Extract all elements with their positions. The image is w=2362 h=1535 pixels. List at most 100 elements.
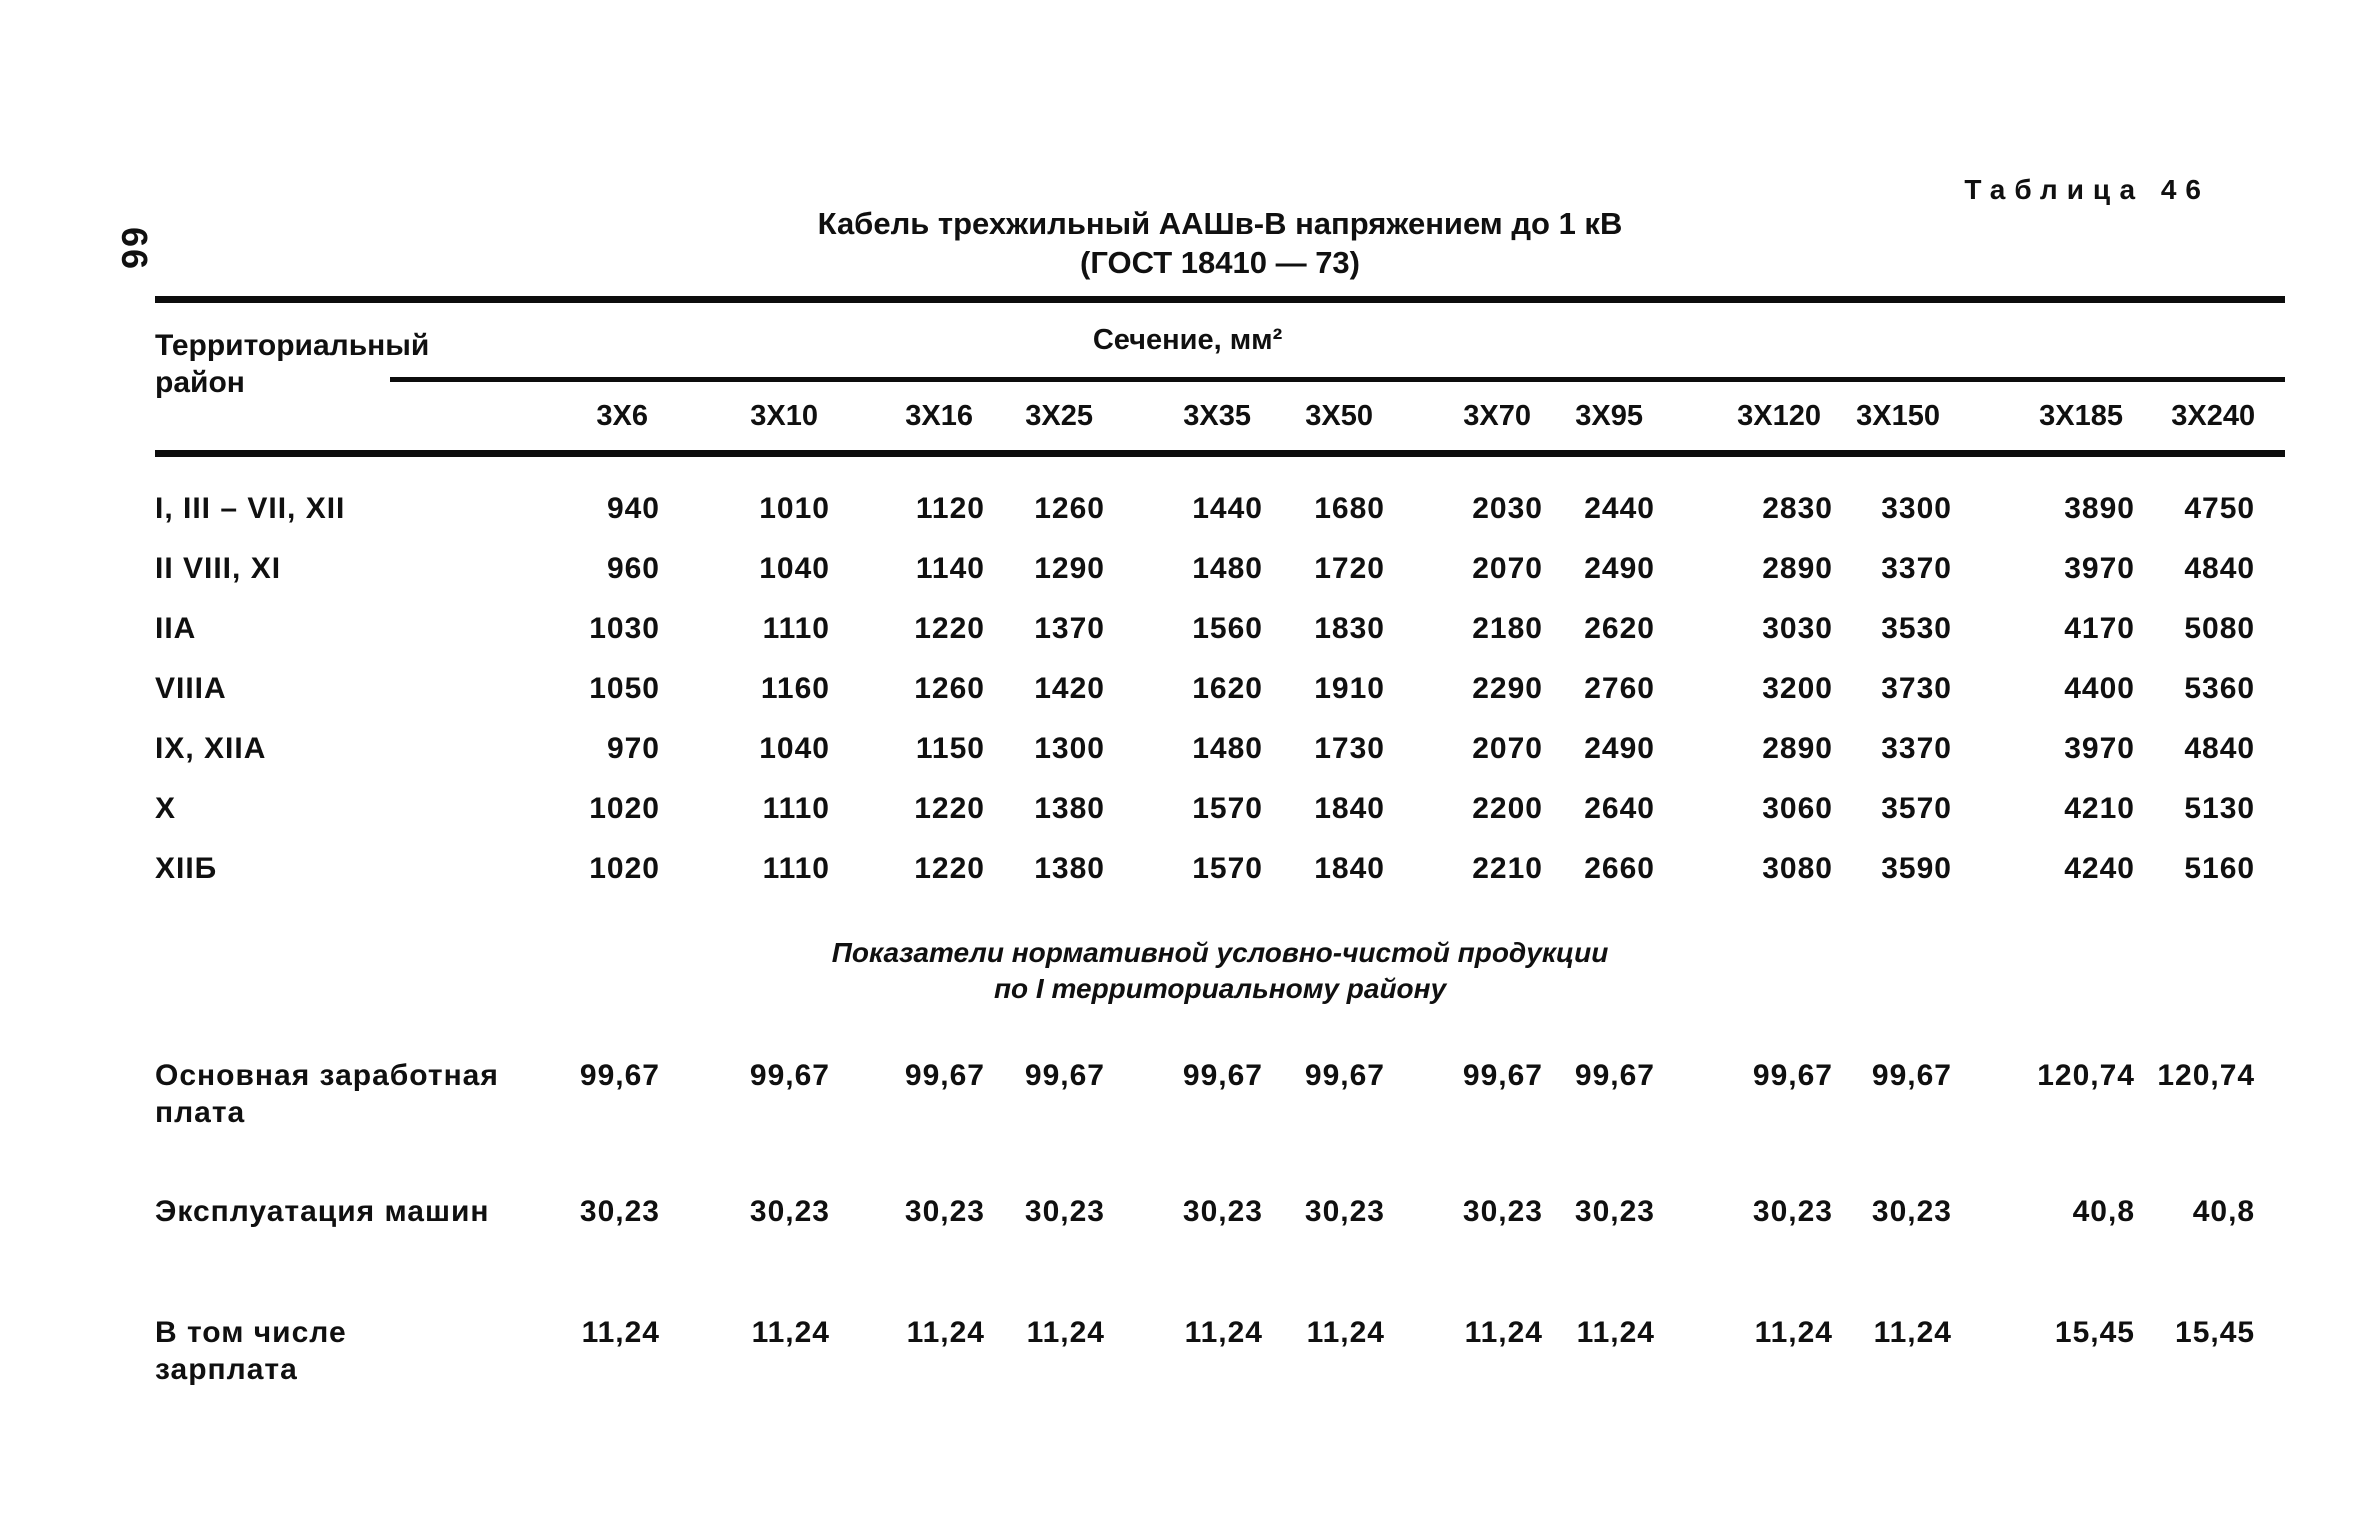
indicator-value-cell: 99,67 bbox=[904, 1059, 985, 1092]
indicator-value-cell: 30,23 bbox=[904, 1195, 985, 1228]
row-header-line-1: Территориальный bbox=[155, 329, 430, 362]
value-cell: 3060 bbox=[1762, 792, 1833, 825]
value-cell: 1260 bbox=[914, 672, 985, 705]
region-row-label: I, III – VII, XII bbox=[155, 492, 346, 525]
value-cell: 1050 bbox=[589, 672, 660, 705]
indicator-value-cell: 30,23 bbox=[1304, 1195, 1385, 1228]
value-cell: 1110 bbox=[762, 612, 830, 645]
value-cell: 2830 bbox=[1762, 492, 1833, 525]
value-cell: 1020 bbox=[589, 852, 660, 885]
indicator-value-cell: 99,67 bbox=[1871, 1059, 1952, 1092]
value-cell: 3370 bbox=[1881, 732, 1952, 765]
value-cell: 3080 bbox=[1762, 852, 1833, 885]
value-cell: 3370 bbox=[1881, 552, 1952, 585]
column-header-row: 3X6 3X10 3X16 3X25 3X35 3X50 3X70 3X95 3X120 3X15… bbox=[155, 379, 2286, 457]
value-cell: 5360 bbox=[2184, 672, 2256, 705]
value-cell: 2620 bbox=[1584, 612, 1655, 645]
value-cell: 2490 bbox=[1584, 552, 1655, 585]
value-cell: 1260 bbox=[1034, 492, 1105, 525]
column-header-7: 3X95 bbox=[1543, 379, 1655, 457]
value-cell: 2290 bbox=[1472, 672, 1543, 705]
indicator-row: В том числе зарплата 11,24 11,24 11,24 11,24 1… bbox=[155, 1230, 2285, 1388]
indicator-value-cell: 120,74 bbox=[2037, 1059, 2135, 1092]
indicator-value-cell: 30,23 bbox=[1024, 1195, 1105, 1228]
table-row: VIIIA 1050 1160 1260 1420 1620 1910 2290 2760 320… bbox=[155, 659, 2285, 719]
value-cell: 4210 bbox=[2064, 792, 2135, 825]
value-cell: 2440 bbox=[1584, 492, 1655, 525]
value-cell: 970 bbox=[606, 732, 660, 765]
table-row: IX, XIIA 970 1040 1150 1300 1480 1730 2070 2490 2… bbox=[155, 719, 2285, 779]
value-cell: 4840 bbox=[2184, 732, 2256, 765]
value-cell: 5130 bbox=[2184, 792, 2256, 825]
value-cell: 3890 bbox=[2064, 492, 2135, 525]
column-header-9: 3X150 bbox=[1833, 379, 1952, 457]
value-cell: 1910 bbox=[1314, 672, 1385, 705]
value-cell: 960 bbox=[606, 552, 660, 585]
indicator-value-cell: 40,8 bbox=[2192, 1195, 2256, 1228]
indicator-label-line-1: Основная заработная bbox=[155, 1059, 499, 1092]
indicator-label-line-2: зарплата bbox=[155, 1353, 298, 1386]
indicator-value-cell: 30,23 bbox=[749, 1195, 830, 1228]
value-cell: 1570 bbox=[1192, 792, 1263, 825]
value-cell: 1830 bbox=[1314, 612, 1385, 645]
indicator-value-cell: 99,67 bbox=[1024, 1059, 1105, 1092]
value-cell: 1030 bbox=[589, 612, 660, 645]
value-cell: 3730 bbox=[1881, 672, 1952, 705]
value-cell: 1570 bbox=[1192, 852, 1263, 885]
value-cell: 1730 bbox=[1314, 732, 1385, 765]
region-row-label: IIA bbox=[155, 612, 197, 645]
value-cell: 2180 bbox=[1472, 612, 1543, 645]
value-cell: 2070 bbox=[1472, 732, 1543, 765]
value-cell: 5160 bbox=[2184, 852, 2256, 885]
indicator-value-cell: 11,24 bbox=[906, 1316, 985, 1349]
document-title-line-1: Кабель трехжильный ААШв-В напряжением до… bbox=[817, 206, 1623, 241]
value-cell: 1480 bbox=[1192, 552, 1263, 585]
value-cell: 940 bbox=[606, 492, 660, 525]
value-cell: 1440 bbox=[1192, 492, 1263, 525]
spacer-row bbox=[155, 454, 2285, 480]
value-cell: 1140 bbox=[915, 552, 985, 585]
cable-table-body: I, III – VII, XII 940 1010 1120 1260 1440 1680… bbox=[155, 454, 2285, 900]
indicator-label-line-1: Эксплуатация машин bbox=[155, 1195, 490, 1228]
table-header: Территориальный район Сечение, мм² 3X6 3X… bbox=[155, 299, 2286, 457]
table-row: I, III – VII, XII 940 1010 1120 1260 1440 1680… bbox=[155, 479, 2285, 539]
indicator-value-cell: 11,24 bbox=[1306, 1316, 1385, 1349]
value-cell: 2660 bbox=[1584, 852, 1655, 885]
indicator-value-cell: 30,23 bbox=[1752, 1195, 1833, 1228]
column-header-1: 3X10 bbox=[660, 379, 830, 457]
value-cell: 4240 bbox=[2064, 852, 2135, 885]
column-header-11: 3X240 bbox=[2135, 379, 2286, 457]
indicator-row: Эксплуатация машин 30,23 30,23 30,23 30,23 30… bbox=[155, 1131, 2285, 1230]
indicator-row-label: Эксплуатация машин bbox=[155, 1131, 490, 1230]
document-title: Кабель трехжильный ААШв-В напряжением до… bbox=[155, 204, 2285, 282]
value-cell: 1040 bbox=[759, 732, 830, 765]
indicator-value-cell: 11,24 bbox=[1754, 1316, 1833, 1349]
value-cell: 3200 bbox=[1762, 672, 1833, 705]
value-cell: 3570 bbox=[1881, 792, 1952, 825]
value-cell: 1220 bbox=[914, 852, 985, 885]
value-cell: 1380 bbox=[1034, 852, 1105, 885]
indicator-body: Основная заработная плата 99,67 99,67 99,67 9… bbox=[155, 1007, 2285, 1388]
indicator-row-label: Основная заработная плата bbox=[155, 1007, 499, 1131]
column-header-3: 3X25 bbox=[985, 379, 1105, 457]
indicator-label-line-1: В том числе bbox=[155, 1316, 347, 1349]
value-cell: 3530 bbox=[1881, 612, 1952, 645]
value-cell: 2490 bbox=[1584, 732, 1655, 765]
section-note: Показатели нормативной условно-чистой пр… bbox=[155, 899, 2285, 1007]
cable-cost-table: Территориальный район Сечение, мм² 3X6 3X… bbox=[155, 296, 2286, 1388]
value-cell: 2210 bbox=[1472, 852, 1543, 885]
indicator-value-cell: 15,45 bbox=[2175, 1316, 2256, 1349]
indicator-value-cell: 30,23 bbox=[579, 1195, 660, 1228]
section-note-line-1: Показатели нормативной условно-чистой пр… bbox=[831, 937, 1609, 968]
column-group-header-section: Сечение, мм² bbox=[390, 299, 2286, 382]
region-row-label: IX, XIIA bbox=[155, 732, 267, 765]
value-cell: 1300 bbox=[1034, 732, 1105, 765]
value-cell: 1120 bbox=[915, 492, 985, 525]
value-cell: 3030 bbox=[1762, 612, 1833, 645]
indicator-row-label: В том числе зарплата bbox=[155, 1230, 390, 1388]
column-header-4: 3X35 bbox=[1105, 379, 1263, 457]
value-cell: 1680 bbox=[1314, 492, 1385, 525]
value-cell: 1370 bbox=[1034, 612, 1105, 645]
value-cell: 1150 bbox=[915, 732, 985, 765]
value-cell: 2640 bbox=[1584, 792, 1655, 825]
